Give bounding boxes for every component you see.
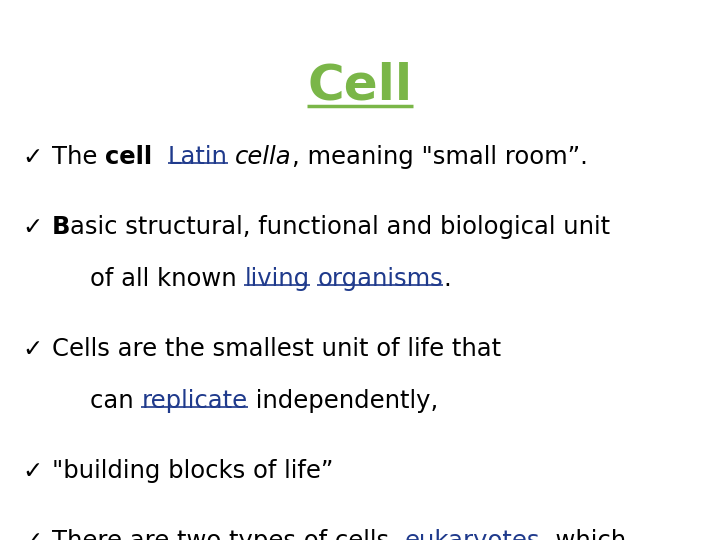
Text: , meaning "small room”.: , meaning "small room”. <box>292 145 588 169</box>
Text: There are two types of cells,: There are two types of cells, <box>52 529 405 540</box>
Text: ✓: ✓ <box>22 459 42 483</box>
Text: ✓: ✓ <box>22 145 42 169</box>
Text: cella: cella <box>235 145 292 169</box>
Text: Cells are the smallest unit of life that: Cells are the smallest unit of life that <box>52 337 501 361</box>
Text: can: can <box>90 389 141 413</box>
Text: ✓: ✓ <box>22 337 42 361</box>
Text: eukaryotes: eukaryotes <box>405 529 540 540</box>
Text: Latin: Latin <box>168 145 228 169</box>
Text: living: living <box>244 267 310 291</box>
Text: asic structural, functional and biological unit: asic structural, functional and biologic… <box>71 215 611 239</box>
Text: independently,: independently, <box>248 389 438 413</box>
Text: "building blocks of life”: "building blocks of life” <box>52 459 333 483</box>
Text: organisms: organisms <box>318 267 443 291</box>
Text: .: . <box>443 267 451 291</box>
Text: Cell: Cell <box>307 62 413 110</box>
Text: cell: cell <box>105 145 152 169</box>
Text: ✓: ✓ <box>22 215 42 239</box>
Text: The: The <box>52 145 105 169</box>
Text: ✓: ✓ <box>22 529 42 540</box>
Text: , which: , which <box>540 529 626 540</box>
Text: replicate: replicate <box>141 389 248 413</box>
Text: B: B <box>52 215 71 239</box>
Text: of all known: of all known <box>90 267 244 291</box>
